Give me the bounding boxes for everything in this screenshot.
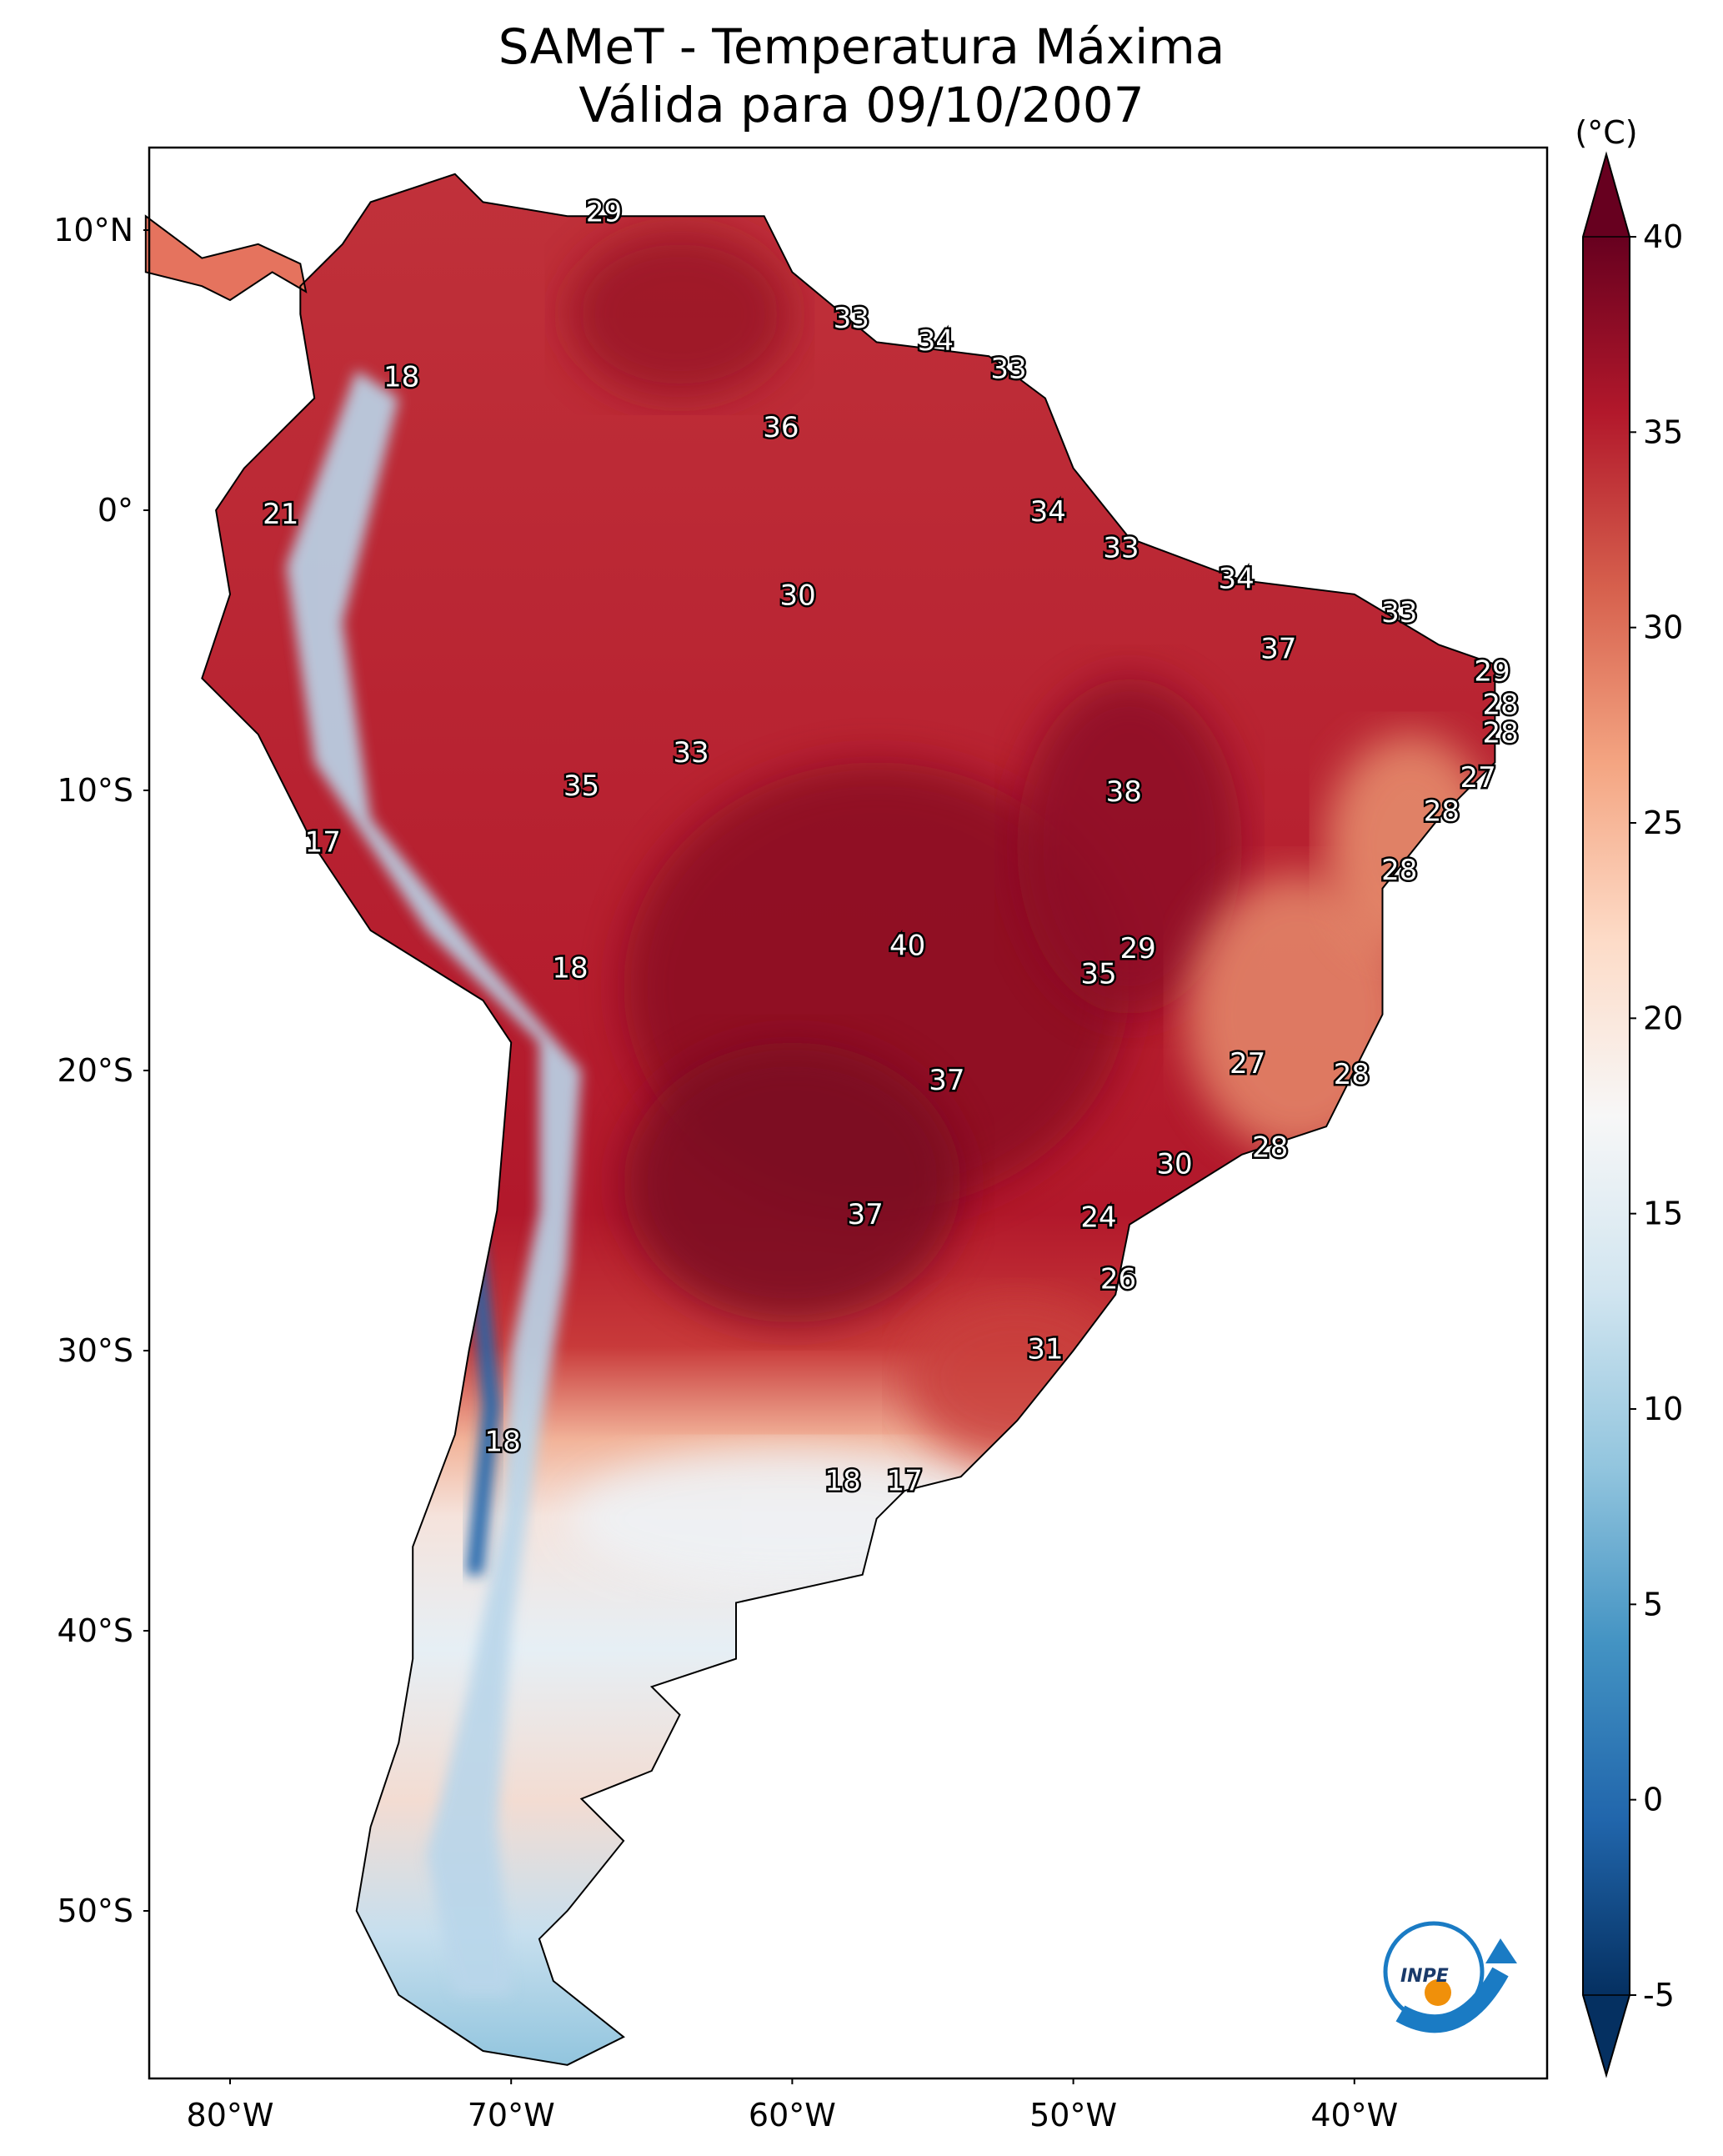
chart-subtitle: Válida para 09/10/2007 bbox=[579, 77, 1144, 133]
station-label: 28 bbox=[1252, 1131, 1288, 1165]
colorbar-unit-label: (°C) bbox=[1575, 114, 1637, 151]
station-label: 33 bbox=[1381, 596, 1417, 629]
station-label: 29 bbox=[586, 195, 622, 228]
temperature-shading bbox=[624, 1042, 961, 1323]
andes-cool-region bbox=[286, 370, 582, 1995]
colorbar-extend-min bbox=[1582, 1994, 1630, 2078]
station-label: 18 bbox=[383, 361, 419, 394]
andes-cold-core bbox=[466, 1238, 500, 1575]
lat-tick-label: 50°S bbox=[58, 1893, 133, 1929]
temperature-shading bbox=[567, 1448, 1017, 1589]
station-label: 35 bbox=[563, 770, 599, 803]
lon-tick-label: 60°W bbox=[749, 2097, 836, 2133]
lat-tick-label: 40°S bbox=[58, 1612, 133, 1649]
station-label: 37 bbox=[929, 1064, 964, 1097]
station-label: 37 bbox=[847, 1198, 883, 1231]
colorbar-tick-label: 20 bbox=[1643, 1000, 1683, 1036]
colorbar-tick-label: 25 bbox=[1643, 805, 1683, 841]
colorbar-tick-label: 30 bbox=[1643, 609, 1683, 646]
station-label: 29 bbox=[1120, 932, 1156, 965]
colorbar-extend-max bbox=[1582, 152, 1630, 238]
station-label: 36 bbox=[763, 411, 799, 444]
station-label: 24 bbox=[1080, 1201, 1116, 1235]
colorbar-tick-label: 35 bbox=[1643, 414, 1683, 450]
station-label: 30 bbox=[1156, 1148, 1192, 1181]
lat-tick-label: 30°S bbox=[58, 1332, 133, 1369]
map-frame bbox=[148, 146, 1549, 2080]
temperature-shading bbox=[1017, 678, 1242, 1015]
station-label: 29 bbox=[1474, 654, 1510, 688]
colorbar-tick-label: 0 bbox=[1643, 1782, 1663, 1818]
station-label: 30 bbox=[780, 579, 816, 613]
lon-tick-label: 50°W bbox=[1029, 2097, 1117, 2133]
temperature-shading bbox=[567, 230, 793, 399]
colorbar: 40 35 30 25 20 15 10 5 0 -5 bbox=[1582, 151, 1683, 2078]
station-label: 28 bbox=[1483, 716, 1519, 750]
station-label: 33 bbox=[834, 302, 869, 335]
station-label: 28 bbox=[1483, 689, 1519, 722]
lon-tick-label: 70°W bbox=[468, 2097, 555, 2133]
chart-title: SAMeT - Temperatura Máxima bbox=[498, 18, 1225, 75]
station-label: 27 bbox=[1230, 1047, 1265, 1081]
station-label: 27 bbox=[1460, 761, 1496, 795]
colorbar-tick-label: 10 bbox=[1643, 1391, 1683, 1427]
station-label: 38 bbox=[1106, 775, 1142, 809]
station-label: 18 bbox=[484, 1425, 520, 1458]
colorbar-tick-label: 15 bbox=[1643, 1196, 1683, 1232]
station-label: 33 bbox=[990, 353, 1026, 386]
station-label: 28 bbox=[1334, 1058, 1370, 1091]
land-temperature-field bbox=[144, 173, 1496, 2066]
station-label: 34 bbox=[1030, 495, 1066, 529]
station-label: 26 bbox=[1100, 1263, 1136, 1296]
lat-tick-label: 10°N bbox=[53, 212, 133, 248]
colorbar-tick-label: -5 bbox=[1643, 1977, 1675, 2013]
station-label: 40 bbox=[889, 930, 925, 963]
station-label: 33 bbox=[1103, 532, 1139, 565]
colorbar-tick-label: 5 bbox=[1643, 1586, 1663, 1622]
station-label: 37 bbox=[1260, 633, 1296, 666]
station-label: 18 bbox=[552, 952, 588, 985]
station-label: 18 bbox=[824, 1464, 860, 1497]
station-label: 17 bbox=[887, 1464, 923, 1497]
station-label: 31 bbox=[1027, 1333, 1063, 1366]
station-label: 28 bbox=[1381, 854, 1417, 887]
station-label: 28 bbox=[1424, 795, 1460, 828]
lon-tick-label: 80°W bbox=[187, 2097, 274, 2133]
station-label: 33 bbox=[673, 736, 709, 770]
station-label: 34 bbox=[1219, 563, 1255, 596]
colorbar-tick-label: 40 bbox=[1643, 218, 1683, 255]
lat-tick-label: 20°S bbox=[58, 1052, 133, 1089]
logo-text: INPE bbox=[1400, 1966, 1449, 1987]
station-label: 17 bbox=[305, 825, 341, 859]
station-label: 21 bbox=[263, 498, 298, 531]
inpe-logo: INPE bbox=[1383, 1921, 1517, 2033]
station-label: 34 bbox=[918, 324, 954, 358]
lat-tick-label: 0° bbox=[98, 492, 133, 529]
lat-tick-label: 10°S bbox=[58, 772, 133, 809]
lon-tick-label: 40°W bbox=[1310, 2097, 1398, 2133]
colorbar-gradient bbox=[1583, 237, 1630, 1995]
station-label: 35 bbox=[1080, 957, 1116, 990]
